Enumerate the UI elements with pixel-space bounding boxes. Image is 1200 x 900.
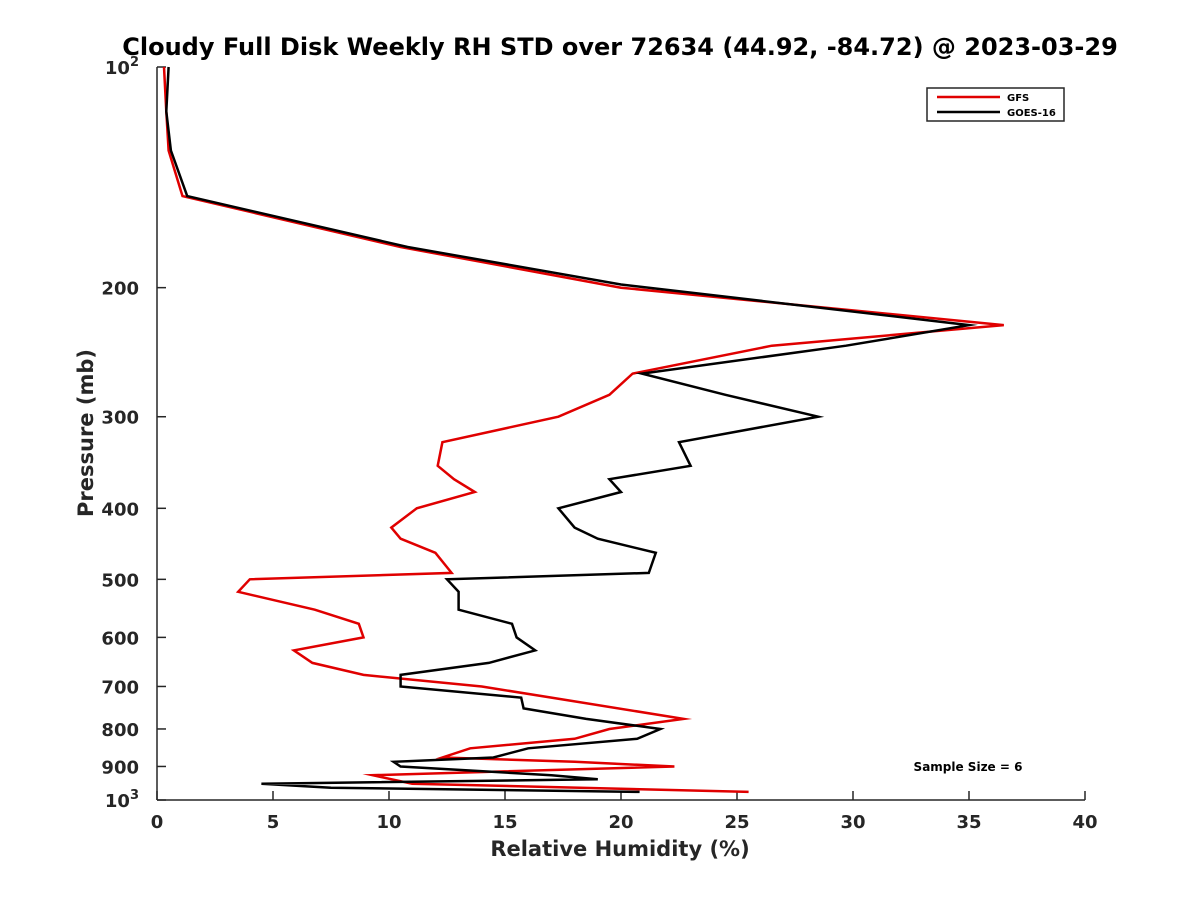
y-tick-label: 600 [101, 628, 139, 649]
x-tick-label: 40 [1072, 812, 1097, 833]
x-tick-label: 35 [956, 812, 981, 833]
x-tick-label: 20 [608, 812, 633, 833]
series-lines [162, 66, 1004, 794]
y-axis-label: Pressure (mb) [74, 349, 98, 517]
y-tick-label: 900 [101, 757, 139, 778]
legend-box [926, 87, 1065, 122]
legend-label: GFS [1007, 93, 1029, 104]
y-tick-label: 500 [101, 570, 139, 591]
x-tick-label: 10 [376, 812, 401, 833]
y-tick-label: 102 [105, 55, 139, 79]
chart-title: Cloudy Full Disk Weekly RH STD over 7263… [122, 33, 1118, 61]
y-tick-label: 103 [105, 788, 139, 812]
y-tick-label: 700 [101, 677, 139, 698]
sample-size-annotation: Sample Size = 6 [914, 760, 1023, 774]
y-tick-label: 300 [101, 408, 139, 429]
series-line-goes-16 [165, 66, 978, 794]
y-tick-label: 800 [101, 720, 139, 741]
y-axis-ticks: 102 200 300 400 500 600 700 800 900 103 [101, 55, 166, 812]
series-line-gfs [162, 66, 1004, 794]
y-tick-label: 400 [101, 499, 139, 520]
x-axis-label: Relative Humidity (%) [490, 837, 749, 861]
x-tick-label: 0 [151, 812, 164, 833]
legend: GFS GOES-16 [926, 87, 1065, 122]
x-tick-label: 5 [267, 812, 280, 833]
x-axis-ticks: 0 5 10 15 20 25 30 35 40 [151, 791, 1098, 833]
legend-label: GOES-16 [1007, 108, 1056, 119]
x-tick-label: 25 [724, 812, 749, 833]
x-tick-label: 15 [492, 812, 517, 833]
x-tick-label: 30 [840, 812, 865, 833]
y-tick-label: 200 [101, 279, 139, 300]
